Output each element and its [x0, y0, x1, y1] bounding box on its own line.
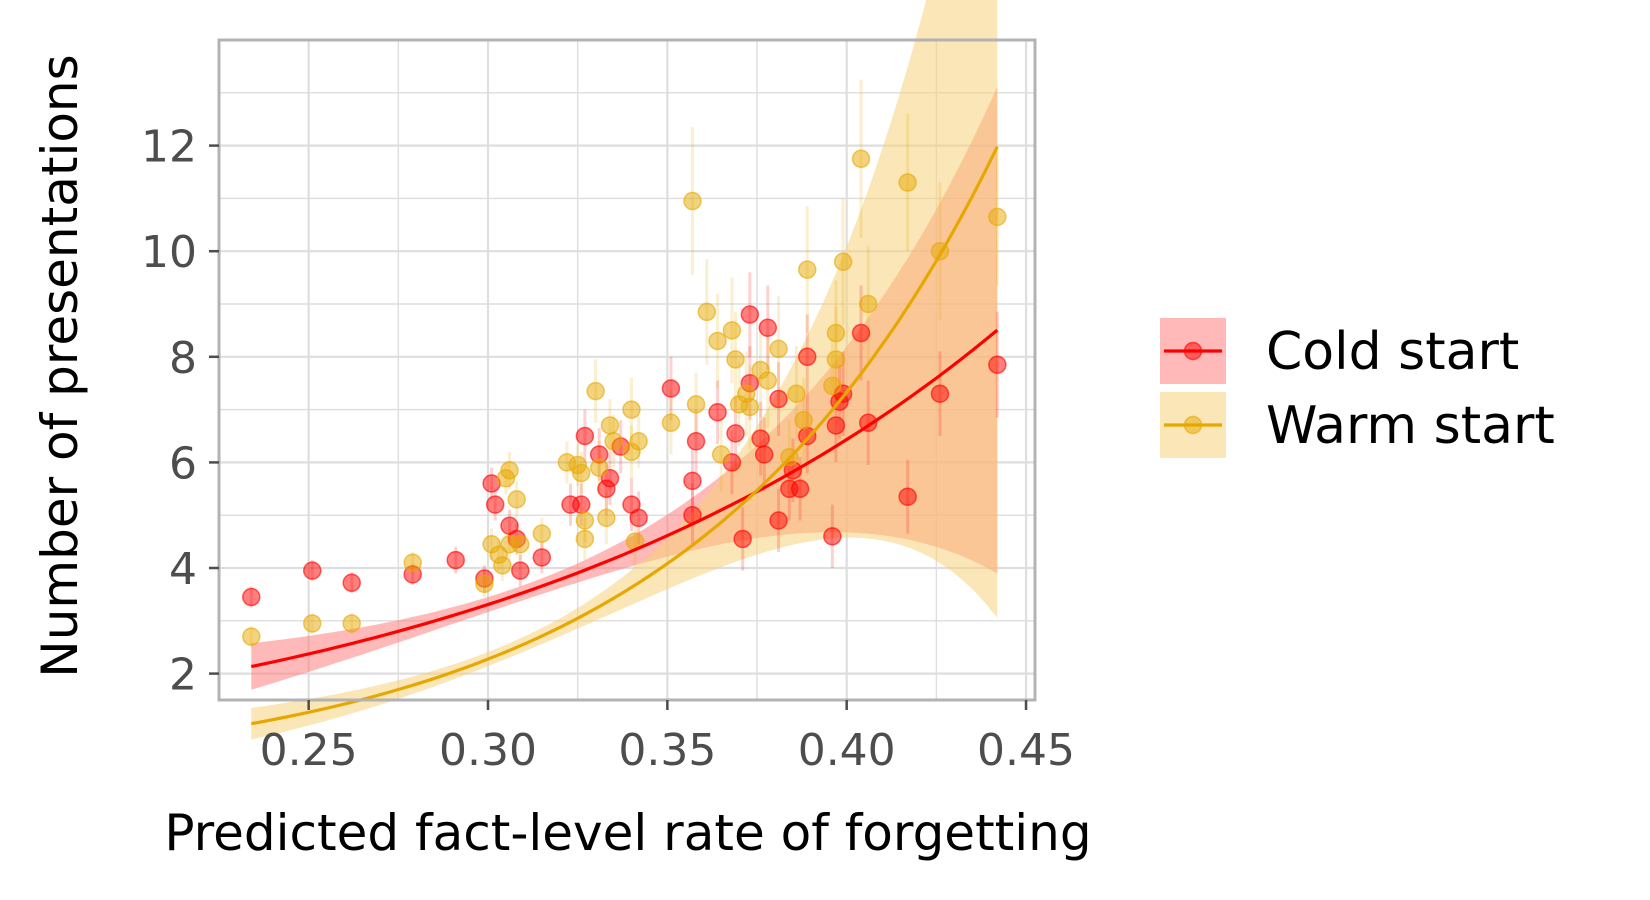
y-axis: 2 4 6 8 10 12: [141, 122, 219, 701]
data-point: [242, 627, 261, 646]
legend-key-point: [1183, 341, 1203, 361]
data-point: [790, 479, 810, 499]
data-point: [661, 413, 681, 433]
data-point: [826, 416, 846, 435]
data-point: [342, 614, 361, 633]
data-point: [572, 495, 591, 514]
data-point: [683, 191, 702, 211]
data-point: [733, 529, 752, 549]
data-point: [769, 511, 788, 530]
data-point: [833, 252, 853, 272]
data-point: [303, 614, 322, 633]
y-tick-label: 6: [169, 438, 197, 489]
y-tick-label: 2: [169, 650, 197, 701]
x-tick-label: 0.30: [439, 725, 537, 776]
x-tick-label: 0.45: [977, 725, 1075, 776]
data-points: [242, 149, 1007, 646]
data-point: [697, 302, 717, 322]
fit-line-0: [250, 328, 999, 669]
y-tick-label: 4: [169, 544, 197, 595]
data-point: [898, 487, 917, 506]
data-point: [797, 347, 817, 367]
data-point: [988, 207, 1007, 227]
data-point: [769, 389, 788, 409]
data-point: [740, 397, 760, 417]
data-point: [511, 561, 530, 580]
data-point: [726, 350, 745, 369]
data-point: [823, 376, 842, 396]
data-point: [511, 534, 530, 554]
data-point: [823, 527, 842, 546]
data-point: [629, 508, 648, 528]
data-point: [858, 294, 878, 314]
data-point: [758, 318, 778, 338]
data-point: [242, 587, 261, 607]
data-point: [988, 355, 1007, 374]
data-point: [826, 323, 846, 343]
x-axis-title: Predicted fact-level rate of forgetting: [164, 804, 1091, 862]
data-point: [851, 323, 871, 343]
y-tick-label: 10: [141, 227, 197, 278]
data-point: [403, 553, 422, 572]
data-point: [622, 400, 641, 419]
data-point: [342, 573, 361, 593]
data-point: [575, 426, 595, 446]
data-point: [826, 350, 846, 369]
plot-frame: [217, 38, 1037, 702]
data-point: [589, 458, 609, 477]
data-point: [722, 321, 742, 340]
legend: Cold start Warm start: [1160, 318, 1555, 458]
data-point: [787, 384, 806, 404]
data-point: [597, 508, 616, 528]
legend-key-point: [1183, 415, 1203, 435]
data-point: [794, 410, 813, 430]
plot-border: [217, 38, 1037, 702]
y-tick-label: 8: [169, 333, 197, 384]
data-point: [303, 561, 322, 580]
data-point: [686, 395, 706, 414]
data-point: [604, 432, 623, 451]
data-point: [485, 495, 505, 514]
data-point: [851, 149, 871, 169]
data-point: [661, 379, 681, 398]
data-point: [686, 432, 706, 451]
data-point: [446, 550, 465, 570]
y-tick-label: 12: [141, 122, 197, 173]
data-point: [600, 416, 620, 435]
data-point: [797, 260, 817, 279]
data-point: [507, 490, 526, 509]
fit-line-1: [251, 145, 999, 726]
data-point: [532, 548, 552, 567]
data-point: [500, 461, 519, 480]
data-point: [493, 556, 512, 575]
data-point: [758, 371, 778, 390]
data-point: [586, 381, 605, 401]
data-point: [726, 424, 745, 443]
x-tick-label: 0.25: [260, 725, 358, 776]
fit-lines: [250, 145, 999, 726]
data-point: [711, 445, 731, 464]
data-point: [708, 402, 727, 422]
data-point: [475, 574, 494, 594]
legend-label: Warm start: [1266, 396, 1555, 456]
data-point: [572, 463, 591, 483]
data-point: [754, 445, 774, 464]
data-point: [575, 511, 595, 530]
data-point: [769, 339, 788, 359]
data-point: [629, 432, 648, 451]
y-axis-title: Number of presentations: [31, 54, 89, 677]
data-point: [930, 384, 950, 404]
x-tick-label: 0.35: [618, 725, 716, 776]
data-point: [683, 471, 702, 491]
legend-label: Cold start: [1266, 322, 1519, 382]
x-axis: 0.25 0.30 0.35 0.40 0.45: [260, 700, 1075, 776]
data-point: [532, 524, 552, 543]
data-point: [898, 173, 917, 192]
data-point: [708, 331, 727, 351]
data-point: [575, 529, 595, 549]
x-tick-label: 0.40: [798, 725, 896, 776]
data-point: [751, 429, 770, 448]
data-point: [740, 305, 760, 324]
